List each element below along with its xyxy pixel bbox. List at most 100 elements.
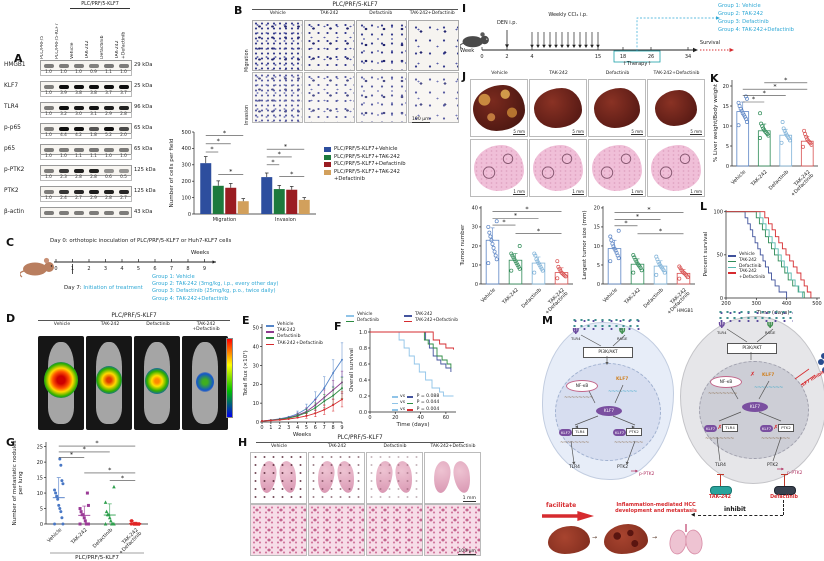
svg-text:2: 2 [505, 54, 508, 60]
svg-text:Percent survival: Percent survival [703, 231, 709, 276]
panel-c-treatment-schema: C Day 0: orthotopic inoculation of PLC/P… [4, 230, 314, 310]
legend-item: PLC/PRF/5-KLF7+Defactinib [324, 161, 464, 169]
band-value: 2.8 [105, 196, 112, 201]
band-value: 2.4 [60, 196, 67, 201]
liver-with-tumors-icon [604, 524, 648, 554]
protein-band [103, 63, 114, 68]
group-item: Group 3: Defactinib (25mg/kg, p.o., twic… [152, 288, 276, 295]
band-value: 1.0 [45, 133, 52, 138]
svg-text:0: 0 [597, 282, 600, 288]
panel-a-western-blot: A PLC/PRF/5-KLF7 PLC/PRF/5 PLC/PRF/5-KLF7… [4, 2, 160, 232]
panel-j-liver-images: J Vehicle TAK-242 Defactinib TAK-242+Defact… [460, 66, 708, 198]
svg-text:*: * [290, 170, 294, 178]
luminescence-signal [44, 362, 78, 398]
svg-text:20: 20 [723, 84, 729, 90]
svg-text:Vehicle: Vehicle [602, 287, 619, 304]
day7-rest: Initiation of treatment [81, 285, 143, 291]
panel-b-title: PLC/PRF/5-KLF7 [252, 2, 458, 10]
svg-text:4: 4 [296, 425, 299, 431]
transwell-image [356, 72, 407, 123]
svg-text:5: 5 [305, 425, 308, 431]
chart-overall-survival: 0.0 0.2 0.4 0.6 0.8 1.0 Overall survival 0 20 40 6… [349, 328, 456, 428]
panel-h-lung-histology: H PLC/PRF/5-KLF7 Vehicle TAK-242 Defactini… [236, 434, 481, 561]
pvalue-row: vs P = 0.004 [390, 407, 439, 413]
hcc-cell-untreated: TLR4 RAGE PI3K/AKT NF-κB KLF7 KLF7 KLF7T… [542, 317, 674, 480]
legend-swatch [266, 343, 274, 346]
svg-text:26: 26 [648, 54, 654, 60]
metastasis-dots [367, 453, 422, 503]
blot-row: PTK2 125 kDa 1.0 2.4 2.7 2.9 2.8 2.7 [4, 186, 160, 207]
curve-dash [407, 396, 414, 398]
band-value: 4.2 [75, 133, 82, 138]
chart-liver-weight-ratio: 0 5 10 15 20 % Liver weight/Body weight Vehicl… [713, 76, 818, 198]
panel-a-label: A [14, 52, 23, 65]
svg-text:3: 3 [287, 425, 290, 431]
legend-swatch [404, 315, 412, 317]
molecular-weight-label: 96 kDa [134, 104, 153, 110]
lung-histology-image [424, 504, 481, 556]
svg-text:*: * [229, 168, 233, 176]
svg-text:*: * [763, 89, 767, 97]
tlr4-receptor-label: TLR4 [717, 330, 727, 335]
protein-band [103, 189, 114, 194]
blot-row: β-actin 43 kDa [4, 207, 160, 223]
svg-text:Largest tumor size (mm): Largest tumor size (mm) [582, 210, 588, 279]
chart-legend: Vehicle TAK-242 Defactinib TAK-242+Defactin… [346, 312, 462, 323]
group-item: Group 4: TAK-242+Defactinib [152, 295, 228, 302]
legend-label: Defactinib [357, 317, 379, 323]
hmgb1-label: HMGB1 [677, 309, 694, 314]
svg-text:5: 5 [726, 144, 729, 150]
protein-label: TLR4 [4, 104, 19, 110]
panel-h-title: PLC/PRF/5-KLF7 [256, 435, 464, 443]
svg-text:0: 0 [260, 425, 263, 431]
ptk2-gene-chip: PTK2 [626, 428, 642, 437]
protein-band [58, 105, 69, 110]
protein-band [118, 126, 129, 131]
protein-label: HMGB1 [4, 62, 26, 68]
panel-m-mechanism-diagram: M TLR4 RAGE PI3K/AKT NF-κB KLF7 KLF7 KLF… [540, 309, 824, 561]
pvalue-row: vs P = 0.088 [390, 394, 439, 400]
svg-text:3: 3 [104, 266, 107, 272]
day0-text: Day 0: orthotopic inoculation of PLC/PRF… [50, 238, 232, 244]
molecular-weight-label: 125 kDa [134, 167, 156, 173]
protein-band [103, 105, 114, 110]
legend-label: PLC/PRF/5-KLF7+Vehicle [334, 146, 398, 152]
band-value: 1.0 [120, 70, 127, 75]
svg-text:1.0: 1.0 [359, 330, 367, 336]
legend-swatch [728, 260, 736, 263]
column-header: TAK-242 [320, 11, 339, 16]
band-value: 1.0 [105, 154, 112, 159]
row-label-invasion: Invasion [245, 104, 250, 125]
transwell-image [408, 72, 459, 123]
legend-label: TAK-242+Defactinib [739, 269, 766, 281]
panel-e-label: E [242, 314, 250, 327]
curve-dash [407, 402, 414, 405]
progression-arrow: → [652, 534, 658, 541]
luminescence-colorbar [226, 338, 233, 418]
group-item: Group 3: Defactinib [718, 19, 769, 25]
chart-metastatic-nodules: 0 5 10 15 20 25 Number of metastatic nodulespe… [12, 439, 148, 561]
svg-text:0: 0 [188, 212, 191, 218]
svg-text:300: 300 [181, 163, 191, 169]
protein-band [58, 168, 69, 173]
band-value: 1.0 [45, 154, 52, 159]
svg-text:% Liver weight/Body weight: % Liver weight/Body weight [713, 83, 719, 162]
svg-text:Weeks: Weeks [293, 432, 311, 438]
band-value: 1.1 [105, 70, 112, 75]
molecular-weight-label: 125 kDa [134, 188, 156, 194]
band-value: 2.8 [90, 175, 97, 180]
lung-section-image [366, 452, 423, 504]
p-ptk2-label: p-PTK2 [787, 471, 803, 476]
band-value: 3.8 [90, 91, 97, 96]
svg-text:*: * [223, 129, 227, 137]
chart-tumor-number: 0 10 20 30 40 Tumor number Vehicle TAK-242 Defac… [460, 205, 573, 316]
svg-text:Vehicle: Vehicle [730, 169, 747, 186]
svg-text:*: * [278, 150, 282, 158]
panel-d-bioluminescence: D PLC/PRF/5-KLF7 Vehicle TAK-242 Defactini… [4, 310, 236, 436]
